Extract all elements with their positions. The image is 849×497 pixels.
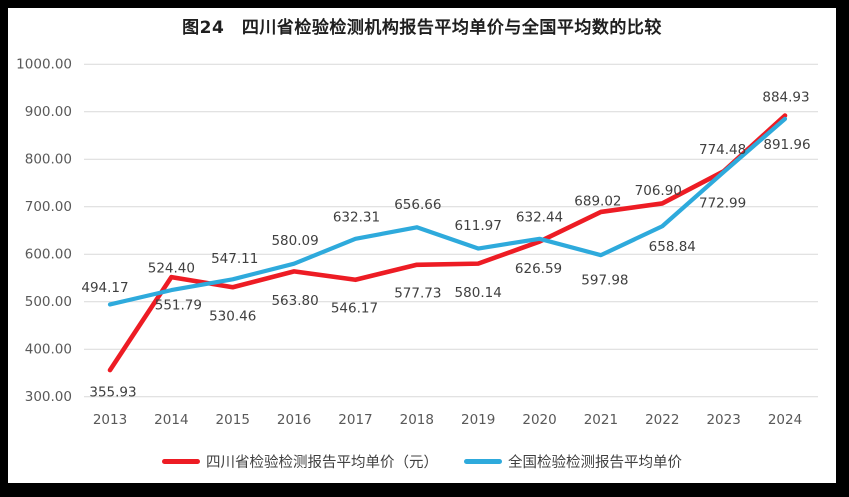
y-axis-tick-label: 700.00 [25, 199, 72, 215]
data-label-sichuan: 626.59 [515, 261, 562, 277]
data-label-sichuan: 551.79 [155, 298, 202, 314]
legend-swatch-sichuan-icon [162, 458, 200, 464]
data-label-sichuan: 774.48 [699, 142, 746, 158]
x-axis-tick-label: 2019 [461, 412, 495, 428]
data-label-national: 656.66 [394, 197, 441, 213]
x-axis-tick-label: 2024 [768, 412, 802, 428]
legend: 四川省检验检测报告平均单价（元） 全国检验检测报告平均单价 [8, 450, 836, 472]
x-axis-tick-label: 2023 [706, 412, 740, 428]
data-label-national: 772.99 [699, 196, 746, 212]
legend-label-national: 全国检验检测报告平均单价 [508, 454, 682, 471]
x-axis-tick-label: 2017 [338, 412, 372, 428]
series-line-sichuan [107, 113, 788, 373]
data-label-sichuan: 563.80 [271, 293, 318, 309]
data-label-national: 597.98 [581, 273, 628, 289]
legend-item-national: 全国检验检测报告平均单价 [464, 451, 682, 472]
y-axis-tick-label: 1000.00 [16, 57, 72, 73]
legend-label-sichuan: 四川省检验检测报告平均单价（元） [206, 454, 438, 471]
frame-border-bottom [0, 483, 849, 497]
y-axis-tick-label: 400.00 [25, 342, 72, 358]
data-label-sichuan: 546.17 [331, 300, 378, 316]
chart-title: 图24 四川省检验检测机构报告平均单价与全国平均数的比较 [182, 18, 662, 38]
x-axis-tick-label: 2013 [93, 412, 127, 428]
data-label-sichuan: 580.14 [455, 285, 502, 301]
data-label-sichuan: 689.02 [574, 193, 621, 209]
data-label-national: 547.11 [211, 251, 258, 267]
data-label-national: 658.84 [649, 239, 696, 255]
x-axis-tick-label: 2015 [216, 412, 250, 428]
data-label-sichuan: 706.90 [635, 183, 682, 199]
series-line-national [107, 116, 788, 307]
data-label-national: 524.40 [148, 261, 195, 277]
data-label-sichuan: 530.46 [209, 309, 256, 325]
data-label-sichuan: 355.93 [89, 385, 136, 401]
legend-swatch-national-icon [464, 458, 502, 464]
y-axis-tick-label: 900.00 [25, 104, 72, 120]
frame-border-right [836, 0, 849, 497]
y-axis-tick-label: 600.00 [25, 247, 72, 263]
data-label-national: 632.31 [333, 209, 380, 225]
x-axis-tick-label: 2020 [522, 412, 556, 428]
x-axis-tick-label: 2016 [277, 412, 311, 428]
data-label-national: 611.97 [455, 218, 502, 234]
frame-border-left [0, 0, 8, 497]
x-axis-tick-label: 2014 [154, 412, 188, 428]
x-axis-tick-label: 2018 [400, 412, 434, 428]
data-label-national: 884.93 [762, 89, 809, 105]
data-label-sichuan: 577.73 [394, 285, 441, 301]
x-axis-tick-label: 2022 [645, 412, 679, 428]
data-label-sichuan: 891.96 [763, 137, 810, 153]
data-label-national: 494.17 [81, 280, 128, 296]
y-axis-tick-label: 500.00 [25, 294, 72, 310]
legend-item-sichuan: 四川省检验检测报告平均单价（元） [162, 451, 438, 472]
data-label-national: 632.44 [516, 209, 563, 225]
y-axis-tick-label: 300.00 [25, 389, 72, 405]
frame-border-top [0, 0, 849, 8]
data-label-national: 580.09 [271, 233, 318, 249]
x-axis-tick-label: 2021 [584, 412, 618, 428]
y-axis-tick-label: 800.00 [25, 152, 72, 168]
